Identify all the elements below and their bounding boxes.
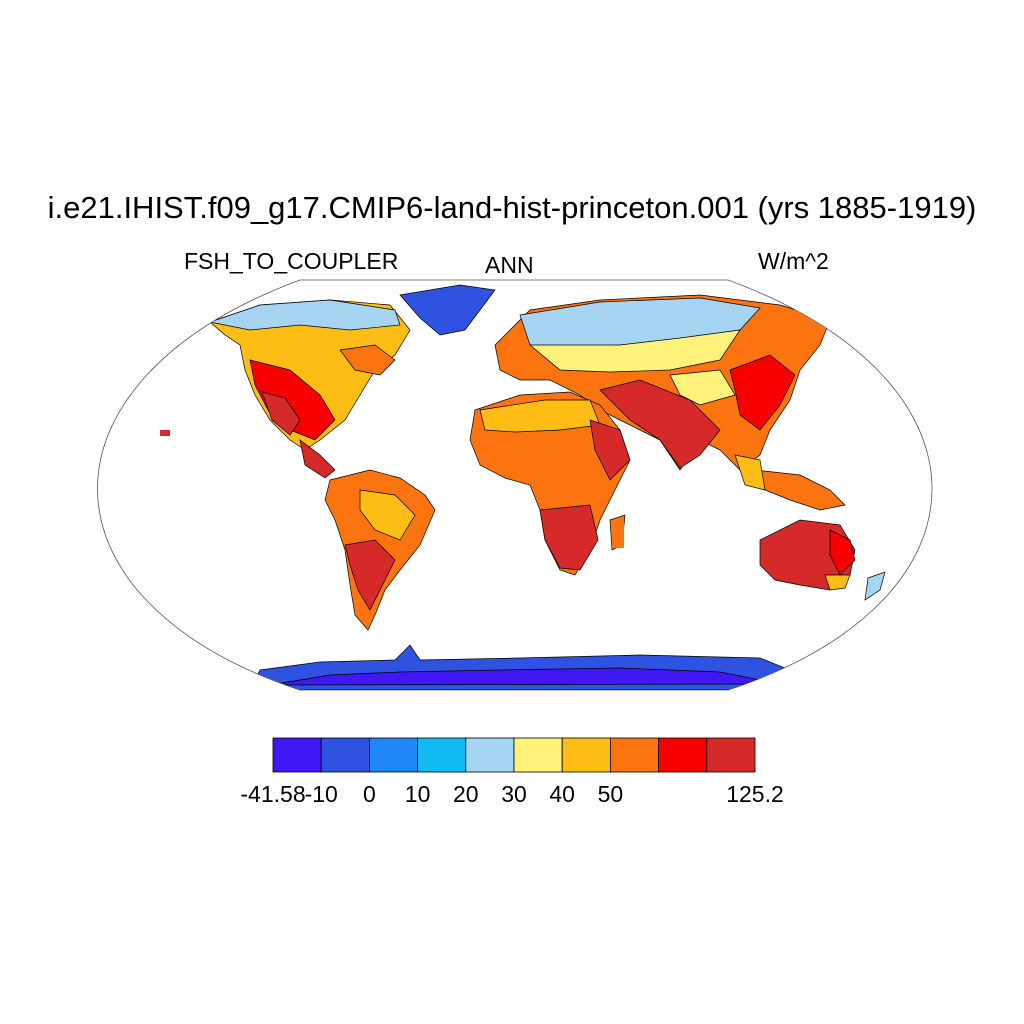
eurasia (494, 294, 831, 471)
hawaii-island (160, 430, 170, 436)
colorbar-swatch (610, 737, 660, 773)
colorbar-tick-label: -10 (304, 781, 338, 807)
south-america (324, 469, 436, 631)
colorbar-swatch (368, 737, 418, 773)
season-label: ANN (485, 252, 534, 278)
colorbar-tick-label: 125.2 (726, 781, 784, 807)
colorbar-swatch (513, 737, 563, 773)
colorbar-tick-label: 0 (362, 781, 376, 807)
colorbar-swatch (465, 737, 515, 773)
antarctica (249, 644, 801, 690)
variable-label: FSH_TO_COUPLER (184, 248, 399, 274)
colorbar-swatch (320, 737, 370, 773)
colorbar-tick-label: 40 (549, 781, 575, 807)
new-zealand (864, 571, 886, 601)
colorbar-swatch (272, 737, 322, 773)
colorbar-tick-label: -41.58 (240, 781, 306, 807)
north-america (208, 299, 411, 479)
greenland (399, 284, 496, 336)
colorbar-swatch (417, 737, 467, 773)
colorbar-tick-label: 20 (453, 781, 479, 807)
units-label: W/m^2 (758, 248, 829, 274)
australia (759, 519, 856, 591)
colorbar-tick-label: 10 (404, 781, 431, 807)
colorbar-tick-label: 30 (501, 781, 527, 807)
africa (469, 391, 631, 576)
colorbar-swatch (658, 737, 708, 773)
maritime-asia (734, 454, 846, 511)
colorbar-swatch (561, 737, 611, 773)
madagascar-island (612, 520, 624, 548)
colorbar-tick-label: 50 (597, 781, 624, 807)
colorbar-swatch (706, 737, 756, 773)
plot-title: i.e21.IHIST.f09_g17.CMIP6-land-hist-prin… (47, 190, 977, 225)
